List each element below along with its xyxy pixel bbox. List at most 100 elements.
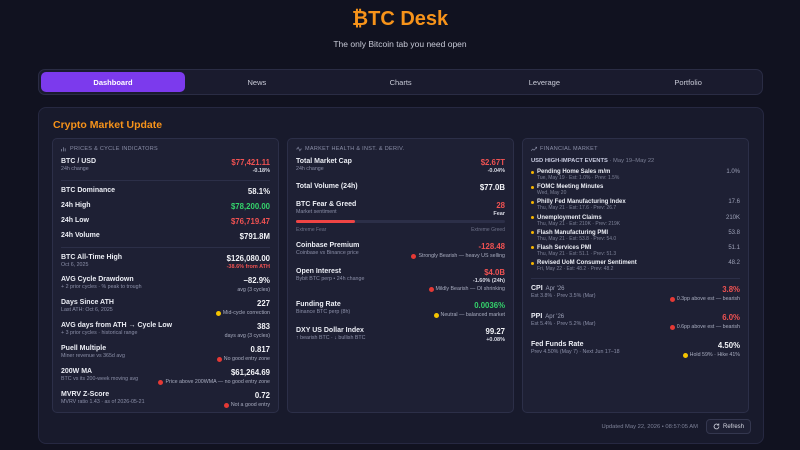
metric-name: Total Market Cap: [296, 158, 352, 165]
metric-info: 24h Low: [61, 217, 89, 224]
metric-value: −82.9%: [243, 276, 270, 285]
metric-info: BTC All-Time High Oct 6, 2025: [61, 254, 122, 268]
panel-header: MARKET HEALTH & INST. & DERIV.: [296, 146, 505, 152]
event-title: FOMC Meeting Minutes: [537, 184, 604, 191]
metric-row: Open Interest Bybit BTC perp • 24h change…: [296, 268, 505, 292]
event-value: 17.6: [728, 199, 740, 206]
metric-info: 200W MA BTC vs its 200-week moving avg: [61, 368, 138, 382]
event-date: Fri, May 22 · Est: 48.2 · Prev: 48.2: [537, 266, 614, 273]
note-text: Mildly Bearish — OI shrinking: [435, 286, 505, 292]
metric-row: BTC Fear & Greed Market sentiment 28 Fear Ex…: [296, 201, 505, 233]
tab[interactable]: Charts: [389, 77, 412, 87]
metric-values: 4.50% Hold 59% · Hike 41%: [682, 341, 740, 359]
metric-value: 4.50%: [717, 341, 740, 351]
metric-row: Puell Multiple Miner revenue vs 365d avg 0…: [61, 345, 270, 362]
metric-note: 0.6pp above est — bearish: [669, 324, 740, 330]
event-title: Flash Services PMI: [537, 244, 592, 251]
status-dot: [682, 352, 688, 358]
metric-sub: Miner revenue vs 365d avg: [61, 353, 125, 359]
gauge-min-label: Extreme Fear: [296, 227, 327, 233]
event-name: Pending Home Sales m/m: [531, 169, 619, 175]
metric-sub: ↑ bearish BTC · ↓ bullish BTC: [296, 335, 366, 341]
metric-sub: + 3 prior cycles · historical range: [61, 330, 138, 336]
metric-note: Price above 200WMA — no good entry zone: [158, 379, 270, 385]
metric-values: 0.72 Not a good entry: [223, 391, 270, 408]
event-value: 48.2: [728, 260, 740, 267]
tab[interactable]: Leverage: [528, 77, 561, 87]
note-text: Hold 59% · Hike 41%: [689, 352, 740, 359]
metric-value: $77,421.11: [231, 158, 270, 167]
updated-time: Updated May 22, 2026 • 08:57:05 AM: [601, 423, 698, 430]
metric-sub: + 2 prior cycles · % peak to trough: [61, 284, 142, 290]
metric-info: BTC Dominance: [61, 187, 115, 194]
event-info: Revised UoM Consumer Sentiment Fri, May 2…: [531, 260, 637, 272]
event-title: Unemployment Claims: [537, 214, 602, 221]
event-title: Philly Fed Manufacturing Index: [537, 199, 626, 206]
metric-value: $77.0B: [479, 183, 505, 192]
event-date: Thu, May 21 · Est: 53.8 · Prev: 54.0: [537, 235, 617, 242]
refresh-button[interactable]: Refresh: [705, 419, 751, 434]
metric-row: BTC Dominance 58.1%: [61, 187, 270, 196]
app-title: ₿TC Desk: [351, 8, 449, 30]
metric-row: AVG Cycle Drawdown + 2 prior cycles · % p…: [61, 276, 270, 293]
metric-value: 227: [256, 299, 270, 308]
app-subtitle: The only Bitcoin tab you need open: [333, 39, 467, 49]
metric-value: 58.1%: [247, 187, 270, 196]
note-text: days avg (3 cycles): [224, 333, 270, 339]
metric-value: 3.8%: [722, 285, 740, 295]
metric-label: 24h Volume: [61, 232, 100, 239]
metric-name: CPI: [531, 285, 543, 293]
metric-label: BTC All-Time High: [61, 254, 122, 261]
status-dot: [158, 379, 164, 385]
section-title: Crypto Market Update: [53, 119, 163, 131]
metric-row: DXY US Dollar Index ↑ bearish BTC · ↓ bul…: [296, 327, 505, 343]
events-range: · May 19–May 22: [609, 158, 655, 164]
note-text: Not a good entry: [230, 402, 270, 408]
event-value: 1.0%: [726, 169, 740, 175]
event-title: Revised UoM Consumer Sentiment: [537, 260, 637, 267]
event-dot: [531, 200, 534, 204]
metric-values: 28 Fear: [493, 201, 505, 217]
event-dot: [531, 216, 534, 220]
panel: PRICES & CYCLE INDICATORS BTC / USD 24h ch…: [52, 138, 279, 413]
metric-row: Funding Rate Binance BTC perp (8h) 0.0036%…: [296, 301, 505, 318]
event-value: 53.8: [728, 229, 740, 236]
metric-value: 0.0036%: [474, 301, 505, 310]
metric-sub: Est 5.4% · Prev 5.2% (Mar): [531, 321, 596, 328]
metric-sub: Oct 6, 2025: [61, 262, 89, 268]
metric-row: Days Since ATH Last ATH: Oct 6, 2025 227 Mi…: [61, 299, 270, 316]
metric-values: −82.9% avg (3 cycles): [237, 276, 270, 293]
metric-row: Total Volume (24h) $77.0B: [296, 183, 505, 192]
metric-values: $61,264.69 Price above 200WMA — no good e…: [158, 368, 270, 385]
metric-label: BTC Dominance: [61, 187, 115, 194]
event-dot: [531, 185, 534, 189]
note-text: Neutral — balanced market: [440, 312, 505, 318]
event-dot: [531, 231, 534, 235]
gauge-track: [296, 220, 505, 223]
metric-label: Total Market Cap: [296, 158, 352, 165]
metric-label: Total Volume (24h): [296, 183, 358, 190]
event-row: Flash Manufacturing PMI Thu, May 21 · Est…: [531, 230, 740, 242]
metric-label: PPI Apr '26: [531, 313, 595, 320]
metric-name: Total Volume (24h): [296, 183, 358, 190]
metric-values: $791.8M: [240, 232, 270, 241]
refresh-label: Refresh: [722, 423, 744, 430]
metric-info: Open Interest Bybit BTC perp • 24h change: [296, 268, 364, 282]
metric-label: Funding Rate: [296, 301, 350, 308]
metric-name: PPI: [531, 313, 543, 321]
metric-values: 0.0036% Neutral — balanced market: [433, 301, 505, 318]
tab[interactable]: Portfolio: [674, 77, 702, 87]
metric-values: -128.48 Strongly Bearish — heavy US selli…: [411, 242, 505, 259]
metric-sub: 24h change: [61, 166, 89, 172]
events-header: USD HIGH-IMPACT EVENTS · May 19–May 22: [531, 158, 740, 164]
tab[interactable]: Dashboard: [41, 72, 185, 92]
panel-icon: [531, 146, 537, 152]
metric-name: Funding Rate: [296, 301, 341, 308]
tab[interactable]: News: [247, 77, 267, 87]
metric-label: AVG Cycle Drawdown: [61, 276, 142, 283]
metric-name: BTC Fear & Greed: [296, 201, 357, 208]
market-card: Crypto Market Update PRICES & CYCLE INDI…: [38, 107, 764, 444]
event-info: Pending Home Sales m/m Tue, May 19 · Est:…: [531, 169, 619, 181]
metric-info: 24h High: [61, 202, 91, 209]
